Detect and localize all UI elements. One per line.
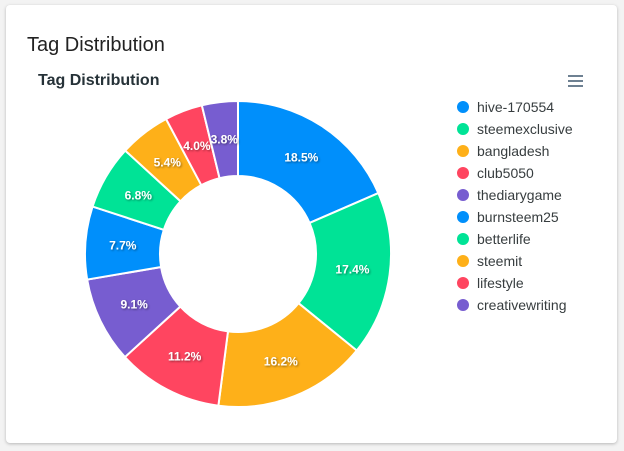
legend-marker — [457, 189, 469, 201]
legend-label: burnsteem25 — [477, 209, 559, 225]
data-label-steemit: 5.4% — [154, 156, 182, 170]
legend-item-thediarygame[interactable]: thediarygame — [457, 184, 573, 206]
legend-marker — [457, 123, 469, 135]
legend-label: creativewriting — [477, 297, 567, 313]
legend-marker — [457, 167, 469, 179]
legend-marker — [457, 145, 469, 157]
legend-item-club5050[interactable]: club5050 — [457, 162, 573, 184]
legend-label: club5050 — [477, 165, 534, 181]
data-label-burnsteem25: 7.7% — [109, 238, 137, 252]
legend-label: steemexclusive — [477, 121, 573, 137]
legend-marker — [457, 277, 469, 289]
legend-label: betterlife — [477, 231, 531, 247]
legend-item-burnsteem25[interactable]: burnsteem25 — [457, 206, 573, 228]
chart-card: Tag Distribution Tag Distribution 18.5% 1… — [6, 5, 617, 443]
hamburger-menu-icon[interactable] — [567, 73, 585, 89]
legend-label: bangladesh — [477, 143, 550, 159]
legend-marker — [457, 299, 469, 311]
slice-steemexclusive[interactable] — [297, 191, 392, 352]
legend-item-bangladesh[interactable]: bangladesh — [457, 140, 573, 162]
chart-title: Tag Distribution — [38, 72, 160, 89]
data-label-bangladesh: 16.2% — [264, 354, 298, 368]
legend-label: thediarygame — [477, 187, 562, 203]
data-label-hive-170554: 18.5% — [284, 150, 318, 164]
slice-creativewriting[interactable] — [200, 99, 239, 180]
data-label-lifestyle: 4.0% — [183, 139, 211, 153]
donut-chart: 18.5% 17.4% 16.2% 11.2% 9.1% 7.7% 6.8% 5.4%4.0%… — [84, 99, 392, 408]
legend-marker — [457, 255, 469, 267]
data-label-thediarygame: 9.1% — [120, 298, 148, 312]
legend-item-steemexclusive[interactable]: steemexclusive — [457, 118, 573, 140]
card-title: Tag Distribution — [27, 34, 165, 56]
data-label-creativewriting: 3.8% — [211, 132, 239, 146]
data-label-steemexclusive: 17.4% — [335, 263, 369, 277]
slice-bangladesh[interactable] — [217, 301, 359, 408]
legend-label: hive-170554 — [477, 99, 555, 115]
legend-item-hive-170554[interactable]: hive-170554 — [457, 96, 573, 118]
legend-item-creativewriting[interactable]: creativewriting — [457, 294, 573, 316]
legend-marker — [457, 211, 469, 223]
legend-marker — [457, 233, 469, 245]
data-label-betterlife: 6.8% — [125, 189, 153, 203]
legend-item-steemit[interactable]: steemit — [457, 250, 573, 272]
legend-label: steemit — [477, 253, 523, 269]
chart-legend: hive-170554 steemexclusive bangladesh club5… — [457, 96, 573, 316]
slice-hive-170554[interactable] — [237, 99, 380, 225]
legend-item-lifestyle[interactable]: lifestyle — [457, 272, 573, 294]
legend-item-betterlife[interactable]: betterlife — [457, 228, 573, 250]
legend-label: lifestyle — [477, 275, 524, 291]
data-label-club5050: 11.2% — [168, 349, 202, 363]
legend-marker — [457, 101, 469, 113]
